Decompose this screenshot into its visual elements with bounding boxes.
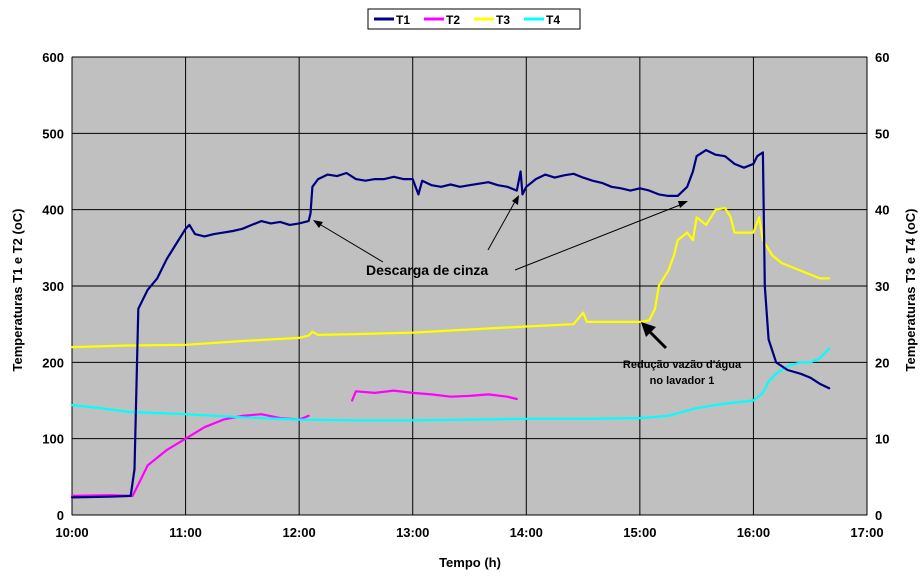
x-tick-label: 12:00	[283, 525, 316, 540]
y2-tick-label: 0	[875, 508, 882, 523]
x-tick-label: 14:00	[510, 525, 543, 540]
y-tick-label: 600	[42, 50, 64, 65]
legend-label-t4: T4	[546, 13, 560, 27]
annotation-arrowhead-1	[313, 220, 323, 228]
legend-label-t1: T1	[396, 13, 410, 27]
legend-label-t3: T3	[496, 13, 510, 27]
y-tick-label: 500	[42, 126, 64, 141]
y2-tick-label: 40	[875, 203, 889, 218]
annotation-arrowhead-3	[678, 201, 688, 208]
series-line-t4	[70, 347, 831, 422]
annotation-arrow-1	[315, 221, 384, 263]
y-axis-title: Temperaturas T1 e T2 (oC)	[10, 208, 25, 371]
annotation-arrowhead-2	[512, 195, 519, 205]
x-tick-label: 13:00	[396, 525, 429, 540]
x-tick-label: 15:00	[623, 525, 656, 540]
y2-tick-label: 60	[875, 50, 889, 65]
annotation-descarga-text: Descarga de cinza	[366, 262, 488, 278]
annotation-arrowhead-4	[641, 322, 656, 337]
y2-tick-label: 50	[875, 126, 889, 141]
gridlines	[71, 56, 868, 516]
annotation-reducao-line1: Redução vazão d'água	[623, 359, 742, 371]
annotation-arrow-2	[487, 197, 518, 251]
y2-axis-title: Temperaturas T3 e T4 (oC)	[903, 208, 918, 371]
x-tick-label: 11:00	[169, 525, 202, 540]
x-tick-label: 16:00	[737, 525, 770, 540]
y-tick-label: 100	[42, 432, 64, 447]
legend: T1 T2 T3 T4	[367, 8, 581, 30]
series-line-t3	[70, 207, 831, 349]
x-tick-label: 17:00	[850, 525, 883, 540]
y2-tick-label: 20	[875, 355, 889, 370]
y-tick-label: 400	[42, 203, 64, 218]
series-line-t1	[70, 149, 831, 499]
x-tick-label: 10:00	[55, 525, 88, 540]
y-tick-label: 0	[57, 508, 64, 523]
annotation-arrow-3	[514, 202, 686, 271]
tick-labels: 0 100 200 300 400 500 600 0 10 20 30 40 50 60 10:00 11:…	[42, 50, 889, 540]
y-tick-label: 300	[42, 279, 64, 294]
annotation-reducao: Redução vazão d'água no lavador 1	[623, 322, 742, 387]
annotation-reducao-line2: no lavador 1	[650, 375, 715, 387]
y-tick-label: 200	[42, 355, 64, 370]
series-lines	[70, 149, 831, 499]
y2-tick-label: 30	[875, 279, 889, 294]
y2-tick-label: 10	[875, 432, 889, 447]
series-line-t2-segment-2	[351, 389, 518, 402]
series-line-t2	[70, 413, 310, 497]
annotation-descarga: Descarga de cinza	[313, 195, 688, 278]
x-axis-title: Tempo (h)	[439, 555, 501, 570]
legend-label-t2: T2	[446, 13, 460, 27]
